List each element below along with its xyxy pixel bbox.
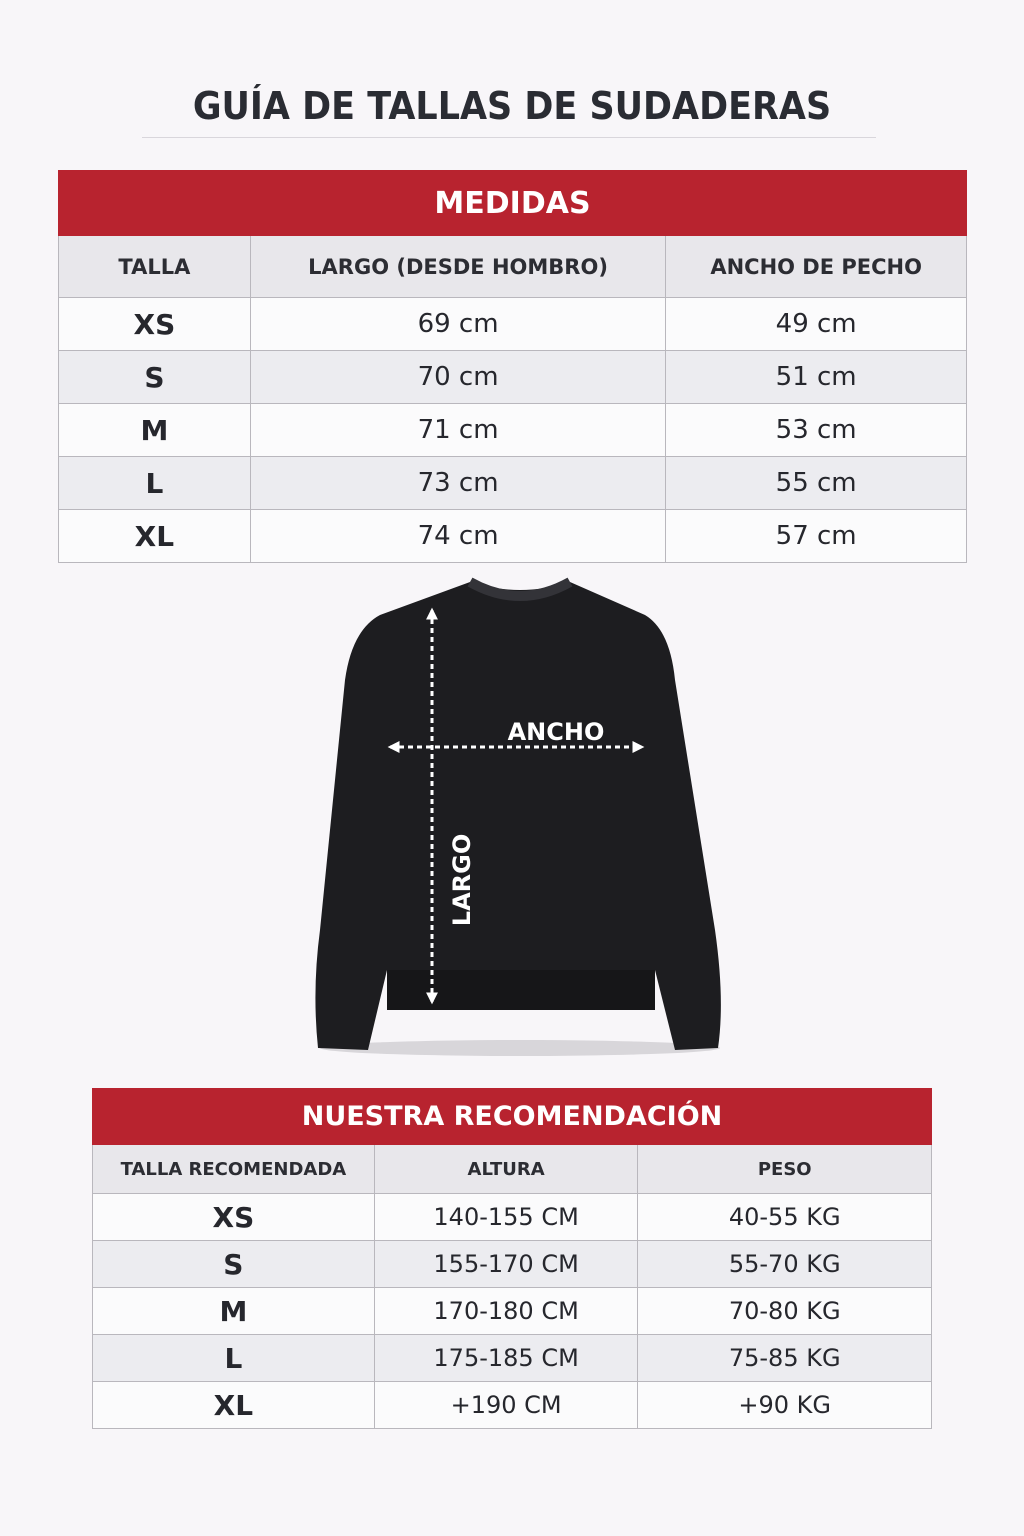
column-header: LARGO (DESDE HOMBRO) [249,235,667,298]
column-header: PESO [637,1144,932,1194]
length-cell: 70 cm [249,350,667,404]
shadow [320,1040,720,1056]
recommendation-heading: NUESTRA RECOMENDACIÓN [92,1088,932,1145]
table-row: XS 69 cm 49 cm [58,297,967,351]
weight-cell: 70-80 KG [637,1287,932,1335]
size-cell: L [92,1334,375,1382]
table-row: L 175-185 CM 75-85 KG [92,1334,932,1382]
chest-cell: 51 cm [665,350,967,404]
table-row: L 73 cm 55 cm [58,456,967,510]
waistband [387,970,655,1010]
length-label: LARGO [448,834,476,926]
chest-cell: 57 cm [665,509,967,563]
sweatshirt-diagram: ANCHO LARGO [315,577,721,1056]
table-row: M 71 cm 53 cm [58,403,967,457]
measurements-table: MEDIDAS TALLA LARGO (DESDE HOMBRO) ANCHO… [58,170,967,563]
chest-cell: 55 cm [665,456,967,510]
column-header: ANCHO DE PECHO [665,235,967,298]
table-row: S 155-170 CM 55-70 KG [92,1240,932,1288]
size-cell: S [58,350,251,404]
weight-cell: +90 KG [637,1381,932,1429]
recommendation-table: NUESTRA RECOMENDACIÓN TALLA RECOMENDADA … [92,1088,932,1429]
size-cell: M [92,1287,375,1335]
column-header: ALTURA [373,1144,639,1194]
table-row: M 170-180 CM 70-80 KG [92,1287,932,1335]
length-cell: 69 cm [249,297,667,351]
length-cell: 71 cm [249,403,667,457]
size-cell: XS [92,1193,375,1241]
size-cell: XL [92,1381,375,1429]
width-label: ANCHO [508,718,605,746]
size-cell: XS [58,297,251,351]
height-cell: +190 CM [373,1381,639,1429]
height-cell: 155-170 CM [373,1240,639,1288]
chest-cell: 49 cm [665,297,967,351]
length-cell: 73 cm [249,456,667,510]
table-row: XL 74 cm 57 cm [58,509,967,563]
table-row: XL +190 CM +90 KG [92,1381,932,1429]
weight-cell: 40-55 KG [637,1193,932,1241]
chest-cell: 53 cm [665,403,967,457]
column-header: TALLA [58,235,251,298]
height-cell: 170-180 CM [373,1287,639,1335]
height-cell: 140-155 CM [373,1193,639,1241]
sweatshirt-body [315,582,721,1050]
weight-cell: 75-85 KG [637,1334,932,1382]
table-row: XS 140-155 CM 40-55 KG [92,1193,932,1241]
size-cell: L [58,456,251,510]
table-row: S 70 cm 51 cm [58,350,967,404]
size-cell: M [58,403,251,457]
size-cell: S [92,1240,375,1288]
column-header: TALLA RECOMENDADA [92,1144,375,1194]
measurements-heading: MEDIDAS [58,170,967,236]
page-title: GUÍA DE TALLAS DE SUDADERAS [192,84,832,128]
collar [467,577,573,601]
weight-cell: 55-70 KG [637,1240,932,1288]
height-cell: 175-185 CM [373,1334,639,1382]
title-divider [142,137,876,138]
size-cell: XL [58,509,251,563]
length-cell: 74 cm [249,509,667,563]
